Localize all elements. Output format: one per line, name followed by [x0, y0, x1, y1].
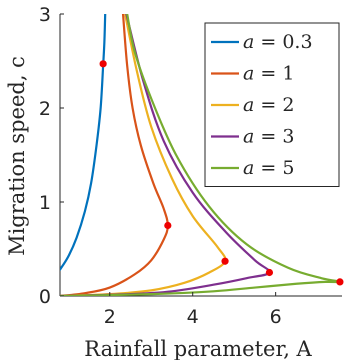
series-marker-3	[265, 268, 274, 277]
x-axis-label: Rainfall parameter, A	[84, 337, 312, 360]
y-tick-label: 0	[39, 286, 51, 308]
legend-label-1: a = 1	[243, 63, 294, 85]
x-tick-label: 2	[104, 306, 116, 328]
legend-label-0: a = 0.3	[243, 31, 313, 53]
tick-layer: 2 4 6 0 1 2 3	[39, 4, 282, 328]
x-tick-label: 6	[270, 306, 282, 328]
series-line-2	[60, 14, 227, 296]
y-tick-label: 2	[39, 98, 51, 120]
x-tick-label: 4	[187, 306, 199, 328]
series-marker-0	[99, 60, 107, 68]
series-marker-2	[221, 257, 229, 265]
series-marker-4	[336, 278, 344, 286]
legend-label-3: a = 3	[243, 126, 294, 148]
series-line-0	[60, 14, 107, 271]
y-tick-label: 3	[39, 4, 51, 26]
series-marker-1	[164, 221, 172, 230]
series-line-3	[60, 14, 271, 296]
y-axis-label: Migration speed, c	[5, 56, 29, 256]
legend-label-4: a = 5	[243, 157, 294, 179]
y-tick-label: 1	[39, 192, 51, 214]
marker-layer	[99, 60, 344, 286]
series-line-4	[60, 14, 342, 296]
legend-label-2: a = 2	[243, 94, 294, 116]
legend: a = 0.3 a = 1 a = 2 a = 3 a = 5	[204, 22, 340, 187]
